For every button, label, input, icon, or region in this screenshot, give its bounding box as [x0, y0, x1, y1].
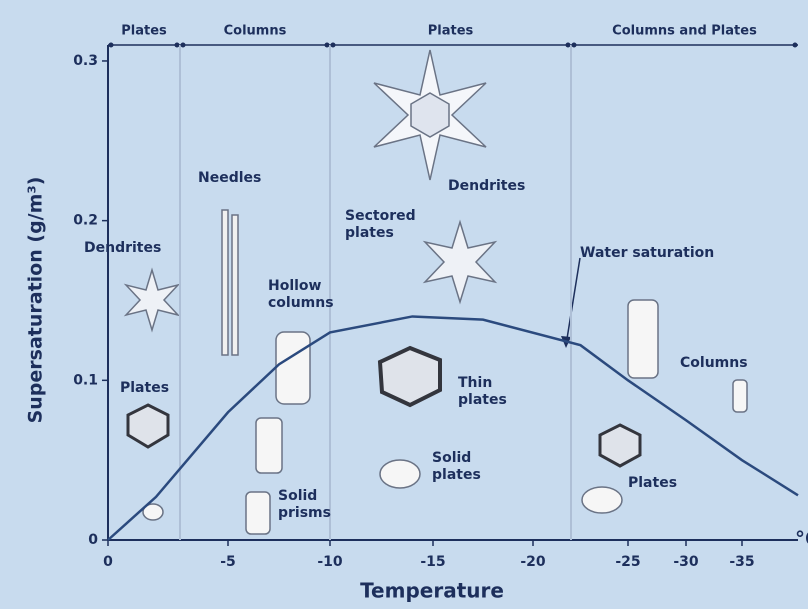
x-tick-label: -30: [673, 554, 699, 570]
x-unit: °C: [795, 527, 808, 551]
x-axis-label: Temperature: [360, 579, 504, 603]
regime-label: Plates: [121, 24, 167, 39]
crystal-label: Thin plates: [458, 375, 507, 408]
y-axis-label: Supersaturation (g/m³): [25, 177, 47, 424]
crystal-label: Dendrites: [84, 240, 162, 256]
x-tick-label: -5: [220, 554, 236, 570]
y-tick-label: 0.1: [73, 372, 98, 388]
series-label: Water saturation: [580, 245, 714, 261]
regime-end: [108, 42, 114, 48]
x-tick-label: 0: [103, 554, 113, 570]
crystal-label: Columns: [680, 355, 748, 371]
regime-label: Plates: [428, 24, 474, 39]
crystal-label: Plates: [628, 475, 678, 491]
regime-end: [792, 42, 798, 48]
x-tick-label: -35: [729, 554, 754, 570]
x-tick-label: -20: [520, 554, 546, 570]
y-tick-label: 0: [88, 532, 98, 548]
crystal-drawings: [123, 49, 748, 535]
regime-end: [565, 42, 571, 48]
crystal-label: Sectored plates: [345, 208, 416, 241]
crystal-label: Needles: [198, 170, 262, 186]
regime-end: [330, 42, 336, 48]
regime-end: [174, 42, 180, 48]
series-line: [107, 315, 799, 541]
regime-end: [571, 42, 577, 48]
regime-label: Columns: [224, 24, 287, 39]
annotation-arrow: [565, 257, 581, 346]
y-tick-label: 0.3: [73, 53, 98, 69]
crystal-label: Plates: [120, 380, 170, 396]
crystal-label: Solid plates: [432, 450, 481, 483]
crystal-label: Solid prisms: [278, 488, 331, 521]
x-tick-label: -10: [317, 554, 343, 570]
y-tick-label: 0.2: [73, 213, 98, 229]
x-tick-label: -25: [615, 554, 640, 570]
regime-end: [180, 42, 186, 48]
regime-end: [324, 42, 330, 48]
crystal-label: Dendrites: [448, 178, 526, 194]
x-tick-label: -15: [420, 554, 445, 570]
crystal-label: Hollow columns: [268, 278, 334, 311]
regime-label: Columns and Plates: [612, 24, 757, 39]
